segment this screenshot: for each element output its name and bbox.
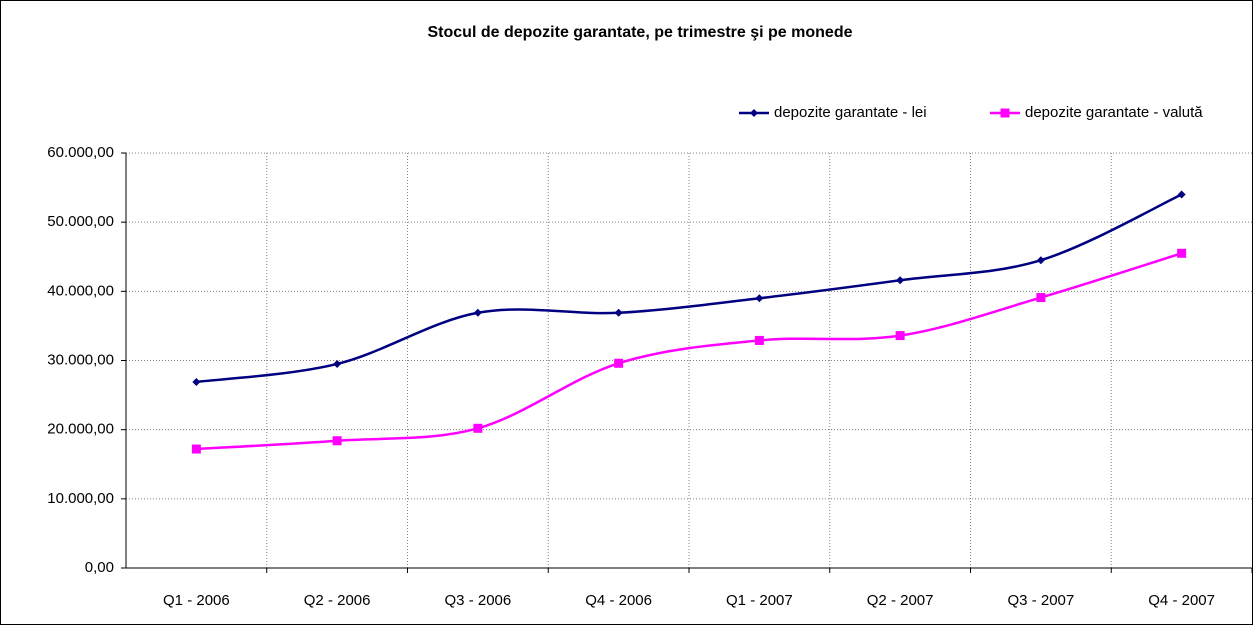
marker <box>1036 293 1046 303</box>
marker <box>1000 108 1010 118</box>
marker <box>333 359 342 368</box>
chart-title: Stocul de depozite garantate, pe trimest… <box>428 24 853 41</box>
y-tick-label: 40.000,00 <box>47 282 114 299</box>
line <box>196 252 1183 451</box>
line <box>196 193 1183 384</box>
marker <box>895 331 905 341</box>
legend-label: depozite garantate - lei <box>774 104 927 121</box>
marker <box>614 358 624 368</box>
marker <box>191 444 201 454</box>
marker <box>1177 248 1187 258</box>
marker <box>1177 190 1186 199</box>
y-tick-label: 50.000,00 <box>47 213 114 230</box>
x-tick-label: Q4 - 2007 <box>1148 592 1215 609</box>
marker <box>754 335 764 345</box>
marker <box>1036 256 1045 265</box>
marker <box>755 294 764 303</box>
x-tick-label: Q1 - 2007 <box>726 592 793 609</box>
legend-label: depozite garantate - valută <box>1025 104 1203 121</box>
x-tick-label: Q3 - 2006 <box>445 592 512 609</box>
y-tick-label: 30.000,00 <box>47 351 114 368</box>
marker <box>192 377 201 386</box>
y-tick-label: 20.000,00 <box>47 421 114 438</box>
marker <box>614 308 623 317</box>
x-tick-label: Q4 - 2006 <box>585 592 652 609</box>
marker <box>750 109 758 117</box>
x-tick-label: Q1 - 2006 <box>163 592 230 609</box>
x-tick-label: Q2 - 2006 <box>304 592 371 609</box>
x-tick-label: Q2 - 2007 <box>867 592 934 609</box>
y-tick-label: 10.000,00 <box>47 490 114 507</box>
marker <box>473 423 483 433</box>
marker <box>896 276 905 285</box>
marker <box>332 436 342 446</box>
marker <box>473 308 482 317</box>
y-tick-label: 0,00 <box>85 559 114 576</box>
y-tick-label: 60.000,00 <box>47 144 114 161</box>
x-tick-label: Q3 - 2007 <box>1008 592 1075 609</box>
